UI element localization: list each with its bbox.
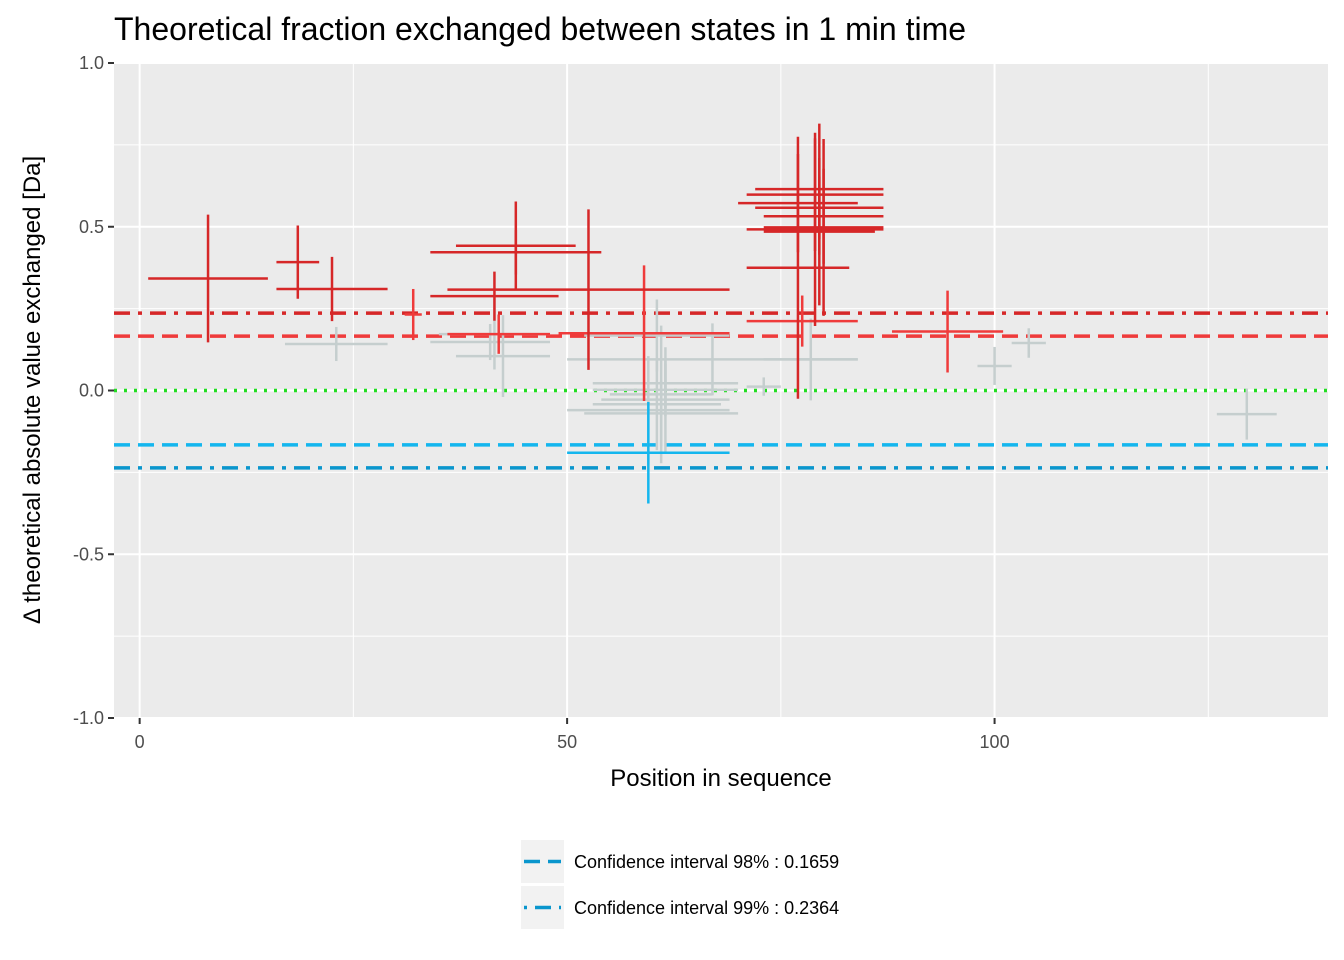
legend-label: Confidence interval 99% : 0.2364 — [574, 898, 839, 918]
data-point — [763, 318, 858, 401]
data-point — [977, 346, 1012, 385]
data-point — [746, 132, 884, 326]
x-axis-title: Position in sequence — [610, 765, 831, 792]
y-tick-label: 1.0 — [79, 53, 104, 73]
data-point — [404, 288, 422, 341]
data-point — [1011, 328, 1046, 358]
legend-entry: Confidence interval 98% : 0.1659 — [521, 840, 839, 883]
data-point — [284, 326, 388, 362]
y-axis-title: Δ theoretical absolute value exchanged [… — [19, 156, 46, 624]
data-point — [567, 401, 730, 504]
legend: Confidence interval 98% : 0.1659 Confiden… — [521, 840, 839, 929]
data-point — [601, 347, 730, 453]
data-point — [148, 214, 268, 343]
chart-title: Theoretical fraction exchanged between s… — [114, 11, 966, 47]
data-point — [584, 380, 739, 447]
data-point — [430, 271, 559, 321]
data-point — [430, 324, 551, 361]
data-point — [276, 225, 320, 299]
data-point — [276, 256, 388, 322]
data-point — [447, 314, 551, 354]
data-points — [148, 123, 1277, 504]
x-tick-label: 50 — [557, 732, 577, 752]
y-tick-label: -0.5 — [73, 544, 104, 564]
legend-label: Confidence interval 98% : 0.1659 — [574, 852, 839, 872]
y-tick-label: 0.5 — [79, 217, 104, 237]
data-point — [455, 315, 551, 398]
y-tick-label: -1.0 — [73, 708, 104, 728]
data-point — [1216, 388, 1277, 440]
data-point — [558, 265, 730, 401]
data-point — [763, 157, 875, 306]
x-tick-label: 0 — [135, 732, 145, 752]
data-point — [738, 154, 858, 253]
data-point — [447, 209, 730, 370]
x-tick-label: 100 — [980, 732, 1010, 752]
data-point — [455, 201, 576, 290]
y-axis: -1.0 -0.5 0.0 0.5 1.0 — [73, 53, 114, 728]
data-point — [891, 290, 1004, 373]
x-axis: 0 50 100 — [135, 718, 1010, 752]
data-point — [746, 295, 858, 347]
data-point — [763, 138, 884, 316]
legend-entry: Confidence interval 99% : 0.2364 — [521, 886, 839, 929]
data-point — [592, 358, 721, 451]
data-point — [746, 377, 781, 396]
y-tick-label: 0.0 — [79, 381, 104, 401]
